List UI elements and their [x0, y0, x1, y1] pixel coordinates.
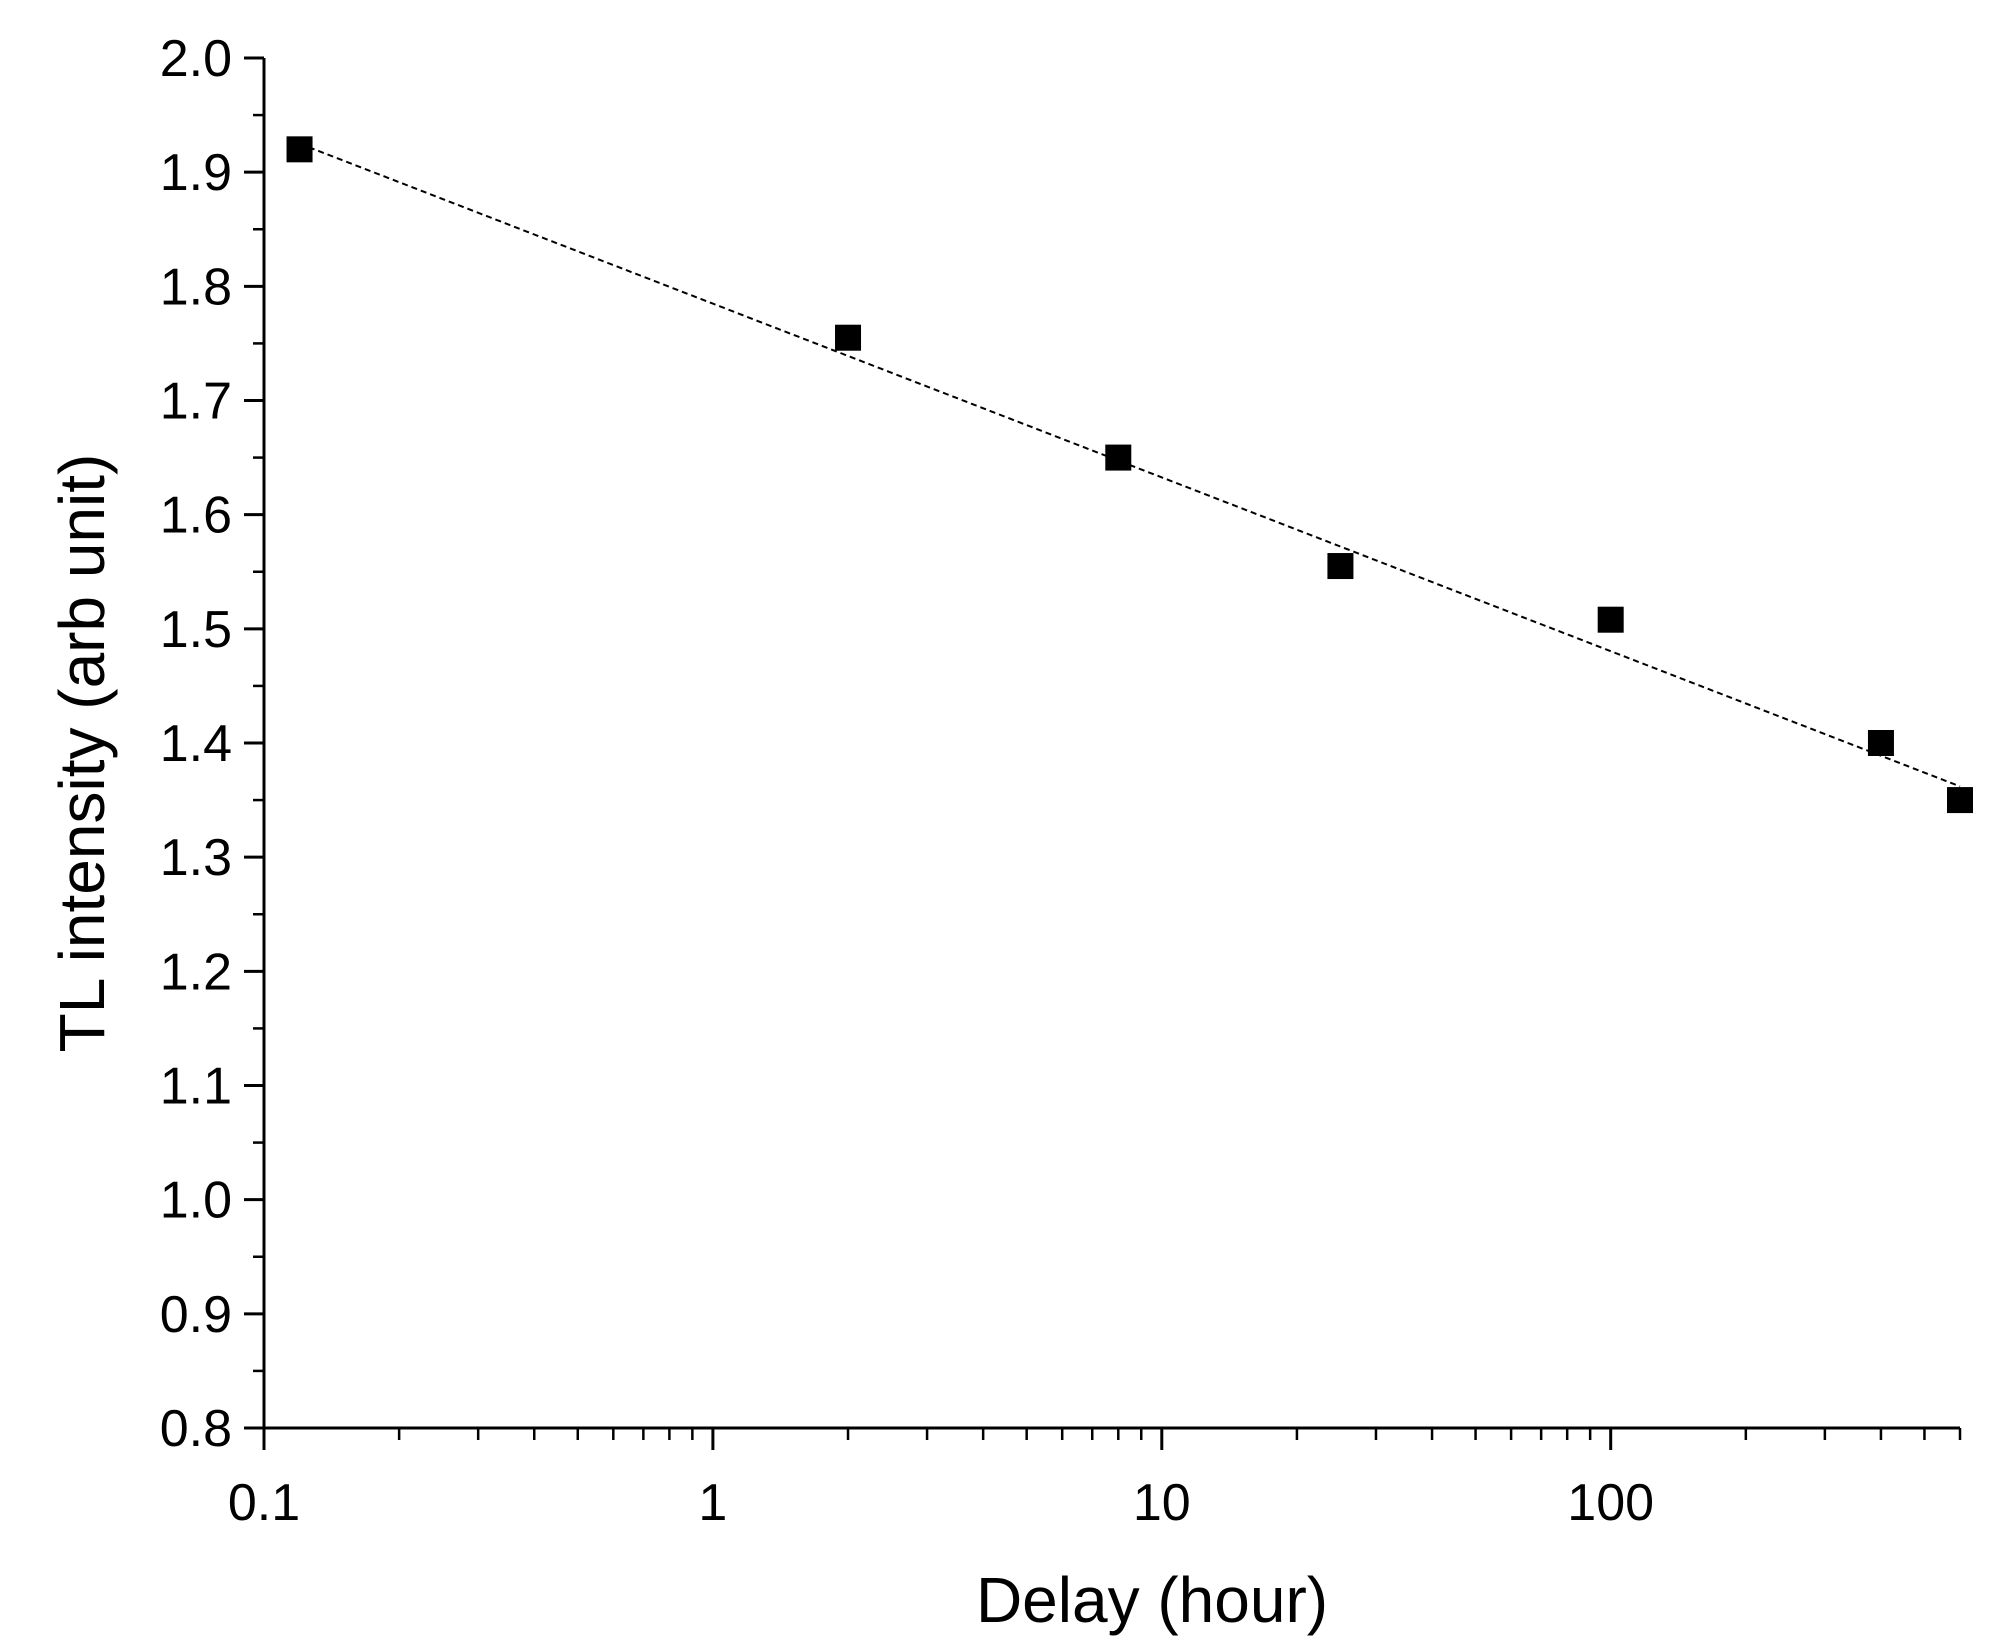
data-point-marker: [1105, 444, 1132, 471]
y-tick-label: 1.1: [160, 1058, 232, 1116]
y-tick-label: 1.2: [160, 943, 232, 1001]
data-points: [286, 136, 1973, 814]
y-tick-label: 0.8: [160, 1400, 232, 1458]
data-point-marker: [1867, 730, 1894, 756]
y-axis-title: TL intensity (arb unit): [46, 454, 118, 1053]
y-tick-label: 1.9: [160, 144, 232, 202]
y-tick-label: 1.6: [160, 487, 232, 545]
y-tick-label: 1.4: [160, 715, 232, 773]
x-tick-label: 1: [698, 1474, 727, 1532]
y-tick-label: 1.0: [160, 1172, 232, 1230]
y-tick-label: 1.8: [160, 258, 232, 316]
x-tick-label: 10: [1133, 1474, 1191, 1532]
y-tick-label: 0.9: [160, 1286, 232, 1344]
x-axis-title: Delay (hour): [976, 1564, 1328, 1636]
major-ticks: [244, 56, 1613, 1450]
y-tick-label: 1.7: [160, 373, 232, 431]
data-point-marker: [286, 136, 313, 163]
x-tick-label: 100: [1567, 1474, 1654, 1532]
minor-ticks: [253, 113, 1962, 1440]
tick-labels: 0.8 0.9 1.0 1.1 1.2 1.3 1.4 1.5 1.6 1.7 1.8 1.9 2.0 0…: [160, 30, 1654, 1532]
y-tick-label: 1.5: [160, 601, 232, 659]
x-tick-label: 0.1: [228, 1474, 300, 1532]
y-tick-label: 1.3: [160, 829, 232, 887]
data-point-marker: [835, 324, 862, 351]
y-tick-label: 2.0: [160, 30, 232, 88]
data-point-marker: [1327, 553, 1354, 580]
data-point-marker: [1597, 606, 1624, 633]
data-point-marker: [1947, 787, 1973, 814]
